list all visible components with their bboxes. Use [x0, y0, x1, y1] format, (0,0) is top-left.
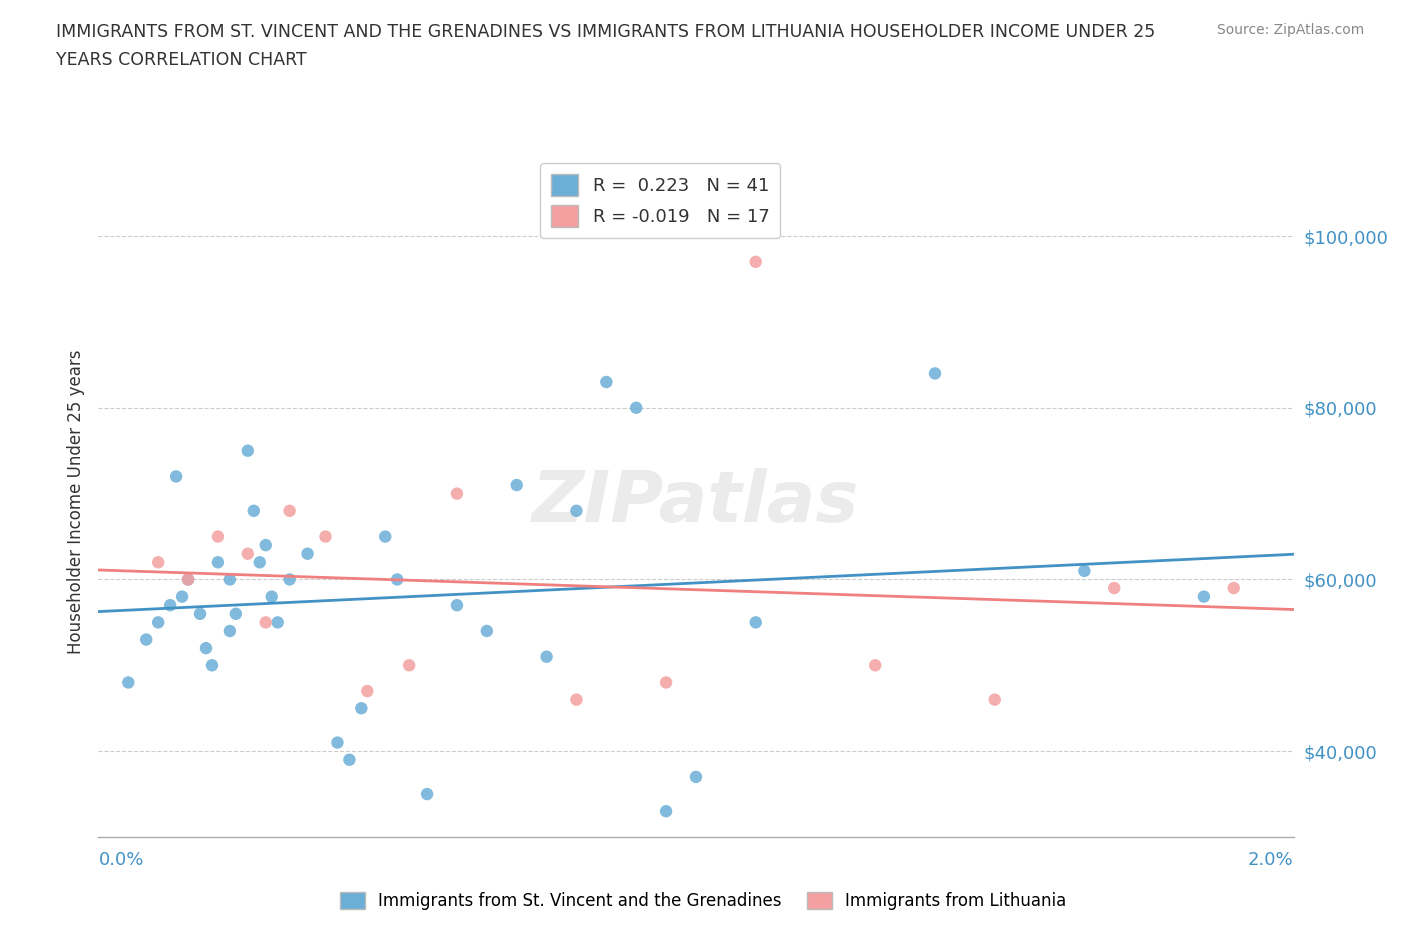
Point [278, 503, 301, 518]
Text: IMMIGRANTS FROM ST. VINCENT AND THE GRENADINES VS IMMIGRANTS FROM LITHUANIA HOUS: IMMIGRANTS FROM ST. VINCENT AND THE GREN… [56, 23, 1156, 41]
Point [655, 675, 678, 690]
Point [655, 804, 678, 818]
Point [506, 478, 529, 493]
Point [249, 555, 271, 570]
Point [565, 503, 588, 518]
Point [863, 658, 886, 672]
Point [177, 572, 200, 587]
Point [326, 735, 349, 750]
Point [745, 255, 768, 270]
Point [148, 555, 170, 570]
Y-axis label: Householder Income Under 25 years: Householder Income Under 25 years [66, 350, 84, 655]
Point [254, 538, 277, 552]
Point [188, 606, 211, 621]
Point [595, 375, 617, 390]
Point [745, 615, 768, 630]
Point [260, 590, 283, 604]
Point [924, 366, 946, 381]
Point [536, 649, 558, 664]
Point [416, 787, 439, 802]
Point [207, 555, 229, 570]
Point [1192, 590, 1215, 604]
Point [219, 623, 242, 638]
Point [254, 615, 277, 630]
Point [337, 752, 360, 767]
Point [135, 632, 157, 647]
Point [278, 572, 301, 587]
Point [446, 598, 468, 613]
Point [350, 701, 373, 716]
Text: 2.0%: 2.0% [1249, 851, 1294, 869]
Point [207, 529, 229, 544]
Text: YEARS CORRELATION CHART: YEARS CORRELATION CHART [56, 51, 307, 69]
Point [374, 529, 396, 544]
Legend: R =  0.223   N = 41, R = -0.019   N = 17: R = 0.223 N = 41, R = -0.019 N = 17 [540, 163, 780, 238]
Point [243, 503, 266, 518]
Point [159, 598, 181, 613]
Point [172, 590, 194, 604]
Text: Source: ZipAtlas.com: Source: ZipAtlas.com [1216, 23, 1364, 37]
Point [177, 572, 200, 587]
Point [446, 486, 468, 501]
Point [398, 658, 420, 672]
Point [194, 641, 217, 656]
Point [356, 684, 378, 698]
Point [267, 615, 290, 630]
Point [983, 692, 1005, 707]
Text: ZIPatlas: ZIPatlas [533, 468, 859, 537]
Point [165, 469, 187, 484]
Legend: Immigrants from St. Vincent and the Grenadines, Immigrants from Lithuania: Immigrants from St. Vincent and the Gren… [333, 885, 1073, 917]
Point [219, 572, 242, 587]
Point [1102, 580, 1125, 595]
Text: 0.0%: 0.0% [98, 851, 143, 869]
Point [385, 572, 409, 587]
Point [236, 546, 259, 561]
Point [225, 606, 247, 621]
Point [624, 400, 647, 415]
Point [297, 546, 319, 561]
Point [1222, 580, 1246, 595]
Point [315, 529, 337, 544]
Point [475, 623, 498, 638]
Point [685, 769, 707, 784]
Point [117, 675, 139, 690]
Point [236, 444, 259, 458]
Point [1073, 564, 1095, 578]
Point [148, 615, 170, 630]
Point [201, 658, 224, 672]
Point [565, 692, 588, 707]
